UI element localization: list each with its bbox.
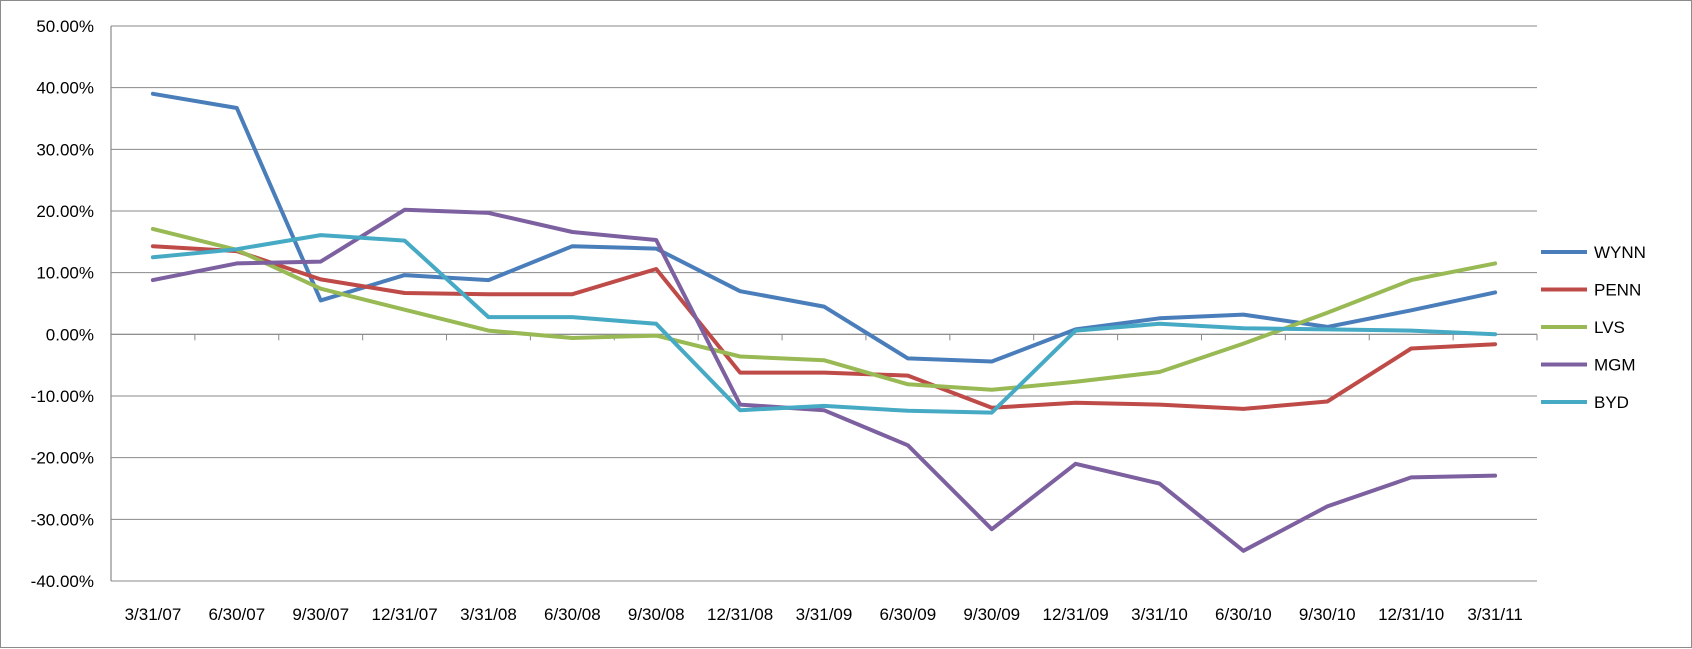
y-tick-labels: 50.00% 40.00% 30.00% 20.00% 10.00% 0.00% -10.0… bbox=[31, 17, 94, 591]
series-lines bbox=[150, 91, 1498, 553]
axes bbox=[110, 26, 1538, 581]
y-tick-label: -40.00% bbox=[31, 572, 94, 591]
y-tick-label: -10.00% bbox=[31, 387, 94, 406]
x-tick-label: 9/30/09 bbox=[963, 605, 1020, 624]
series-line-mgm bbox=[150, 207, 1498, 553]
y-tick-label: -30.00% bbox=[31, 510, 94, 529]
y-tick-label: 30.00% bbox=[36, 140, 94, 159]
series-line-byd bbox=[150, 233, 1498, 415]
y-tick-label: -20.00% bbox=[31, 449, 94, 468]
legend-label-lvs: LVS bbox=[1594, 318, 1625, 337]
y-tick-label: 50.00% bbox=[36, 17, 94, 36]
y-tick-label: 40.00% bbox=[36, 79, 94, 98]
x-tick-label: 12/31/09 bbox=[1043, 605, 1109, 624]
legend-label-byd: BYD bbox=[1594, 393, 1629, 412]
x-tick-label: 12/31/07 bbox=[371, 605, 437, 624]
legend: WYNN PENN LVS MGM BYD bbox=[1541, 243, 1646, 412]
x-tick-label: 9/30/08 bbox=[628, 605, 685, 624]
x-tick-labels: 3/31/07 6/30/07 9/30/07 12/31/07 3/31/08 6/30… bbox=[125, 605, 1523, 624]
x-tick-label: 12/31/08 bbox=[707, 605, 773, 624]
series-line-penn bbox=[150, 244, 1498, 411]
x-tick-label: 6/30/10 bbox=[1215, 605, 1272, 624]
x-tick-label: 6/30/09 bbox=[880, 605, 937, 624]
x-tick-label: 9/30/07 bbox=[292, 605, 349, 624]
x-tick-label: 3/31/09 bbox=[796, 605, 853, 624]
x-tick-label: 3/31/10 bbox=[1131, 605, 1188, 624]
series-line-wynn bbox=[150, 91, 1498, 364]
x-tick-label: 3/31/07 bbox=[125, 605, 182, 624]
legend-label-wynn: WYNN bbox=[1594, 243, 1646, 262]
gridlines bbox=[111, 25, 1537, 582]
legend-label-penn: PENN bbox=[1594, 281, 1641, 300]
x-tick-label: 12/31/10 bbox=[1378, 605, 1444, 624]
legend-label-mgm: MGM bbox=[1594, 356, 1636, 375]
y-tick-label: 10.00% bbox=[36, 264, 94, 283]
series-line-lvs bbox=[150, 226, 1498, 392]
x-tick-label: 9/30/10 bbox=[1299, 605, 1356, 624]
x-tick-label: 6/30/07 bbox=[208, 605, 265, 624]
x-tick-label: 6/30/08 bbox=[544, 605, 601, 624]
y-tick-label: 0.00% bbox=[46, 325, 94, 344]
x-tick-label: 3/31/08 bbox=[460, 605, 517, 624]
y-tick-label: 20.00% bbox=[36, 202, 94, 221]
x-tick-label: 3/31/11 bbox=[1467, 605, 1522, 624]
